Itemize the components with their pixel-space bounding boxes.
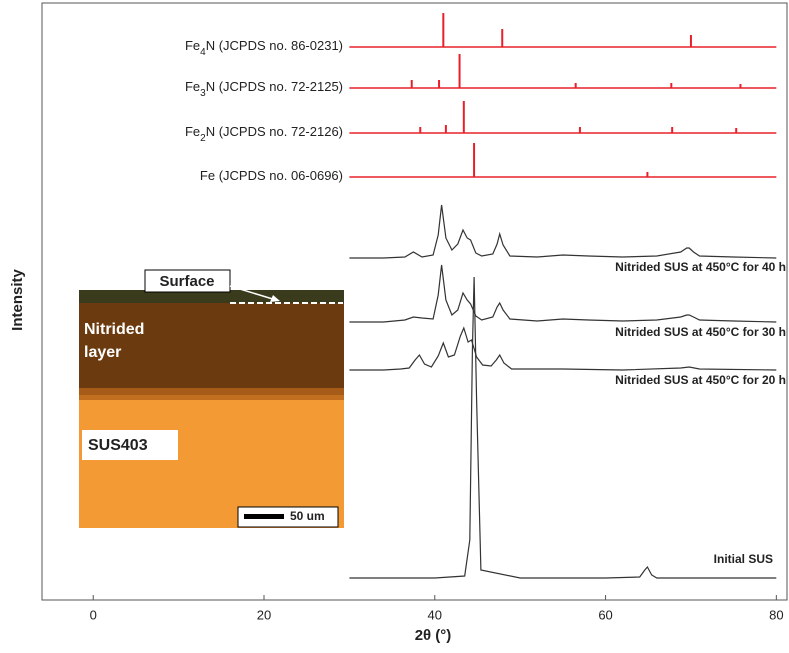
inset-micrograph: Surface Nitrided layer SUS403 50 um — [79, 269, 344, 528]
reference-label-part: Fe — [185, 79, 200, 94]
reference-label-part: Fe — [185, 38, 200, 53]
reference-label-part: N (JCPDS no. 86-0231) — [206, 38, 343, 53]
scale-box — [237, 506, 339, 528]
xrd-trace — [349, 204, 777, 259]
reference-label: Fe2N (JCPDS no. 72-2126) — [185, 124, 343, 144]
reference-label-part: N (JCPDS no. 72-2125) — [206, 79, 343, 94]
trace-label: Nitrided SUS at 450°C for 20 h — [615, 373, 786, 387]
reference-label-part: Fe (JCPDS no. 06-0696) — [200, 168, 343, 183]
xrd-trace — [349, 326, 777, 371]
substrate-label: SUS403 — [88, 437, 148, 454]
layer-label: layer — [84, 344, 121, 361]
xrd-trace — [349, 264, 777, 323]
reference-label-part: 4 — [200, 47, 206, 58]
plot-frame — [41, 2, 788, 601]
y-axis-label: Intensity — [9, 269, 26, 331]
reference-label-part: Fe — [185, 124, 200, 139]
reference-label: Fe3N (JCPDS no. 72-2125) — [185, 79, 343, 99]
trace-label: Initial SUS — [714, 552, 773, 566]
x-tick-label: 80 — [769, 607, 783, 622]
reference-label-part: N (JCPDS no. 72-2126) — [206, 124, 343, 139]
surface-arrow — [229, 285, 277, 301]
x-tick-label: 20 — [257, 607, 271, 622]
x-axis-label: 2θ (°) — [415, 627, 452, 644]
surface-box — [144, 269, 231, 293]
inset-layer — [79, 303, 344, 395]
x-tick-label: 60 — [598, 607, 612, 622]
reference-label: Fe4N (JCPDS no. 86-0231) — [185, 38, 343, 58]
scale-label: 50 um — [290, 509, 325, 523]
trace-label: Nitrided SUS at 450°C for 40 h — [615, 260, 786, 274]
scale-bar — [244, 514, 284, 519]
x-tick-label: 0 — [90, 607, 97, 622]
trace-label: Nitrided SUS at 450°C for 30 h — [615, 325, 786, 339]
surface-arrowhead — [270, 295, 280, 302]
reference-label-part: 3 — [200, 88, 206, 99]
reference-label: Fe (JCPDS no. 06-0696) — [200, 168, 343, 183]
xrd-trace — [349, 276, 777, 579]
surface-label: Surface — [159, 273, 214, 290]
inset-substrate — [79, 395, 344, 528]
substrate-box — [82, 430, 178, 460]
inset-interface — [79, 388, 344, 400]
layer-label: Nitrided — [84, 321, 144, 338]
reference-label-part: 2 — [200, 133, 206, 144]
x-tick-label: 40 — [428, 607, 442, 622]
